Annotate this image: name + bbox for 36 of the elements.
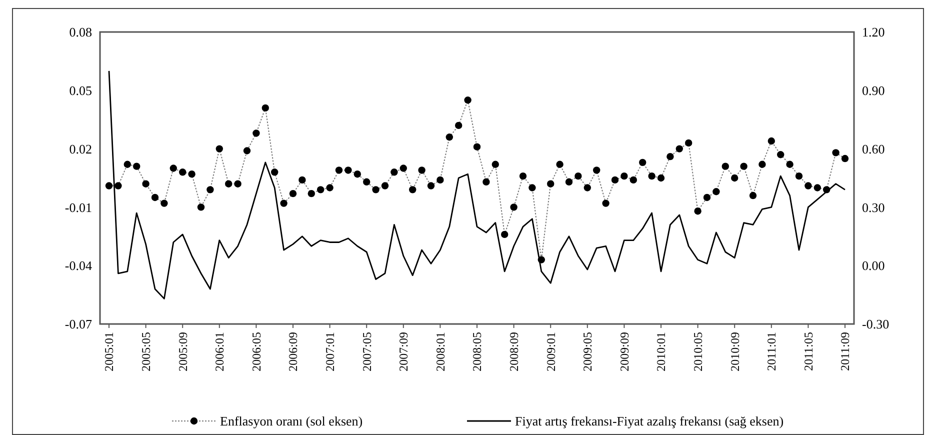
x-tick-label: 2011:09 [838, 332, 852, 371]
y-tick-label: 0.05 [69, 82, 92, 98]
y-tick-label: -0.01 [64, 200, 92, 215]
x-tick-label: 2011:01 [764, 332, 779, 371]
x-tick-label: 2010:05 [691, 332, 705, 372]
x-tick-label: 2009:09 [617, 332, 632, 372]
x-tick-label: 2007:09 [396, 332, 411, 372]
y2-tick-label: -0.30 [862, 316, 890, 332]
x-tick-label: 2007:05 [360, 332, 374, 372]
y2-tick-label: 0.60 [862, 141, 885, 156]
y-tick-label: 0.02 [69, 141, 92, 156]
x-tick-label: 2006:01 [212, 332, 227, 372]
x-tick-label: 2008:01 [433, 332, 448, 372]
y2-tick-label: 1.20 [862, 24, 885, 40]
x-tick-label: 2011:05 [801, 332, 816, 371]
y2-tick-label: 0.90 [862, 82, 885, 98]
x-tick-label: 2008:05 [470, 332, 484, 372]
y-tick-label: -0.04 [64, 258, 92, 274]
x-tick-label: 2005:05 [139, 332, 153, 372]
x-tick-label: 2006:09 [286, 332, 300, 372]
y-tick-label: 0.08 [69, 24, 92, 40]
x-tick-label: 2010:01 [654, 332, 668, 372]
y2-tick-label: 0.00 [862, 258, 885, 274]
y-tick-label: -0.07 [64, 316, 92, 332]
x-tick-label: 2006:05 [249, 332, 264, 372]
x-tick-label: 2009:01 [544, 332, 558, 372]
line-series [108, 70, 846, 300]
x-tick-label: 2005:09 [176, 332, 190, 372]
x-tick-label: 2008:09 [507, 332, 521, 372]
legend-label: Fiyat artış frekansı-Fiyat azalış frekansı (sağ eksen) [515, 414, 784, 429]
y2-tick-label: 0.30 [862, 200, 885, 215]
legend-label: Enflasyon oranı (sol eksen) [220, 414, 363, 429]
x-tick-label: 2007:01 [323, 332, 337, 372]
x-tick-label: 2010:09 [728, 332, 742, 372]
x-tick-label: 2009:05 [580, 332, 595, 372]
x-tick-label: 2005:01 [102, 332, 116, 372]
